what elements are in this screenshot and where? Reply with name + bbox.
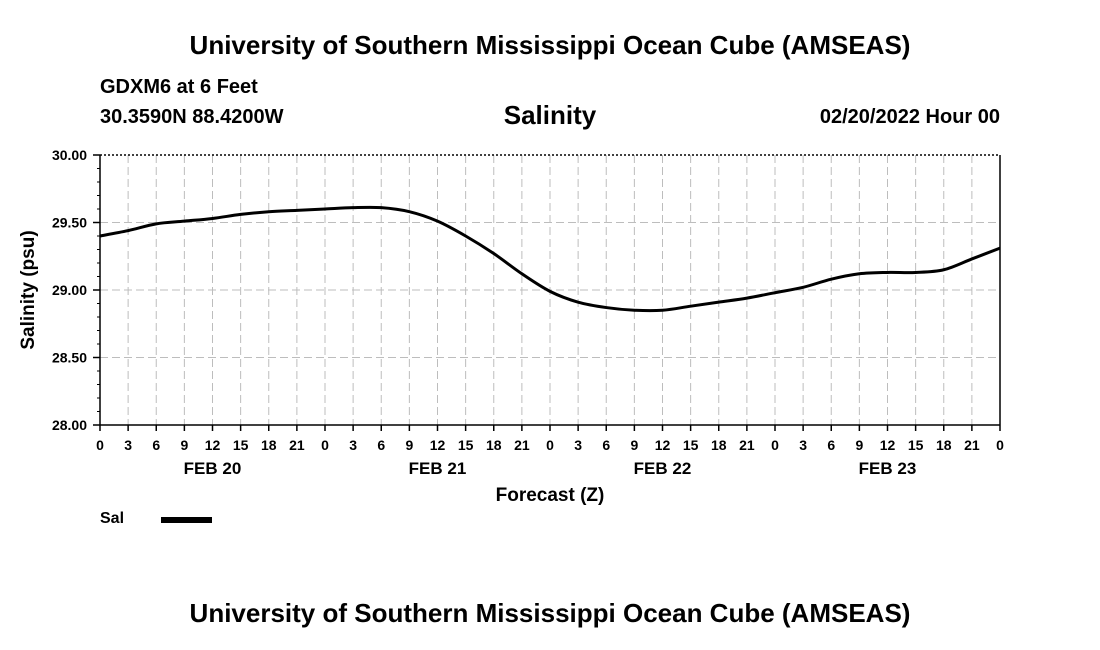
series-line-sal	[99, 205, 1001, 313]
legend-line-swatch	[161, 517, 212, 523]
day-label: FEB 23	[859, 459, 917, 478]
x-tick-label: 0	[321, 437, 329, 453]
x-tick-label: 6	[377, 437, 385, 453]
x-tick-label: 15	[683, 437, 699, 453]
x-tick-label: 0	[546, 437, 554, 453]
x-tick-label: 9	[630, 437, 638, 453]
series-layer	[99, 205, 1001, 313]
chart-title: Salinity	[503, 100, 597, 130]
x-tick-label: 6	[152, 437, 160, 453]
day-label: FEB 20	[184, 459, 242, 478]
x-tick-label: 18	[711, 437, 727, 453]
x-tick-label: 15	[908, 437, 924, 453]
y-tick-label: 29.00	[52, 282, 87, 298]
x-tick-label: 21	[964, 437, 980, 453]
axes-layer	[93, 154, 1001, 431]
x-tick-label: 9	[405, 437, 413, 453]
main-title: University of Southern Mississippi Ocean…	[189, 30, 911, 60]
x-tick-label: 0	[771, 437, 779, 453]
y-tick-label: 29.50	[52, 215, 87, 231]
x-tick-label: 0	[996, 437, 1004, 453]
x-tick-label: 12	[655, 437, 671, 453]
x-tick-label: 3	[574, 437, 582, 453]
x-tick-label: 15	[233, 437, 249, 453]
x-tick-label: 18	[261, 437, 277, 453]
x-tick-label: 9	[180, 437, 188, 453]
x-tick-label: 3	[799, 437, 807, 453]
x-tick-label: 6	[827, 437, 835, 453]
x-tick-label: 0	[96, 437, 104, 453]
x-tick-label: 15	[458, 437, 474, 453]
forecast-date-label: 02/20/2022 Hour 00	[819, 106, 1000, 128]
coordinates-label: 30.3590N 88.4200W	[100, 106, 284, 128]
station-label: GDXM6 at 6 Feet	[100, 76, 258, 98]
x-axis-title: Forecast (Z)	[496, 485, 605, 506]
day-label: FEB 21	[409, 459, 467, 478]
x-tick-label: 18	[486, 437, 502, 453]
x-tick-label: 18	[936, 437, 952, 453]
x-tick-label: 12	[205, 437, 221, 453]
x-tick-label: 12	[430, 437, 446, 453]
x-tick-label: 21	[289, 437, 305, 453]
x-tick-label: 21	[739, 437, 755, 453]
x-tick-label: 9	[855, 437, 863, 453]
x-tick-label: 3	[349, 437, 357, 453]
x-tick-label: 6	[602, 437, 610, 453]
day-label: FEB 22	[634, 459, 692, 478]
legend-label: Sal	[100, 510, 125, 527]
y-axis-title: Salinity (psu)	[18, 230, 39, 349]
x-tick-label: 3	[124, 437, 132, 453]
x-tick-label: 12	[880, 437, 896, 453]
y-tick-label: 28.00	[52, 417, 87, 433]
label-layer: 28.00 28.50 29.00 29.50 30.00 0 3 6 9 12 15 18 21 0 3 6…	[18, 147, 1004, 506]
footer-title: University of Southern Mississippi Ocean…	[189, 598, 911, 628]
y-tick-label: 28.50	[52, 350, 87, 366]
x-tick-label: 21	[514, 437, 530, 453]
y-tick-label: 30.00	[52, 147, 87, 163]
